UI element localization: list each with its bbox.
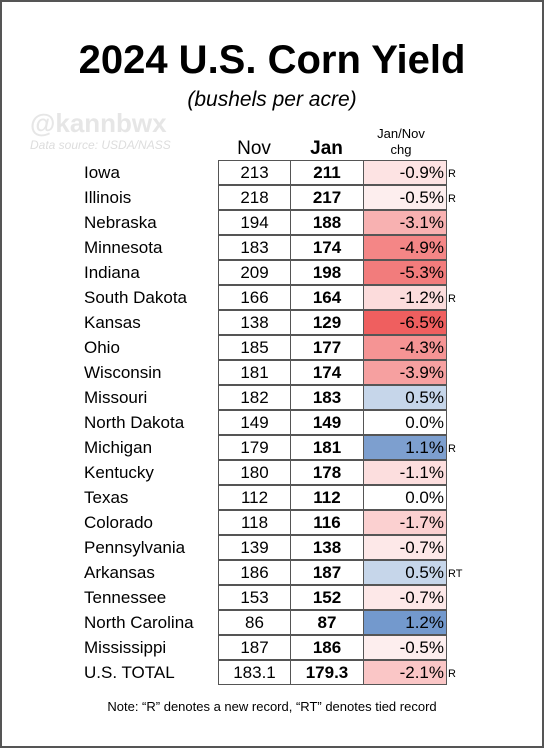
nov-cell: 86 <box>218 610 291 635</box>
chg-cell: -6.5% <box>363 310 447 335</box>
chg-cell: -4.3% <box>363 335 447 360</box>
state-label: Arkansas <box>84 563 155 582</box>
chg-cell: 0.0% <box>363 485 447 510</box>
state-label: Mississippi <box>84 638 167 657</box>
jan-cell: 152 <box>290 585 364 610</box>
jan-cell: 116 <box>290 510 364 535</box>
subtitle: (bushels per acre) <box>187 88 357 111</box>
chg-cell: -5.3% <box>363 260 447 285</box>
nov-cell: 181 <box>218 360 291 385</box>
nov-cell: 185 <box>218 335 291 360</box>
nov-cell: 118 <box>218 510 291 535</box>
note: Note: “R” denotes a new record, “RT” den… <box>107 699 437 714</box>
chg-cell: 1.1% <box>363 435 447 460</box>
jan-cell: 181 <box>290 435 364 460</box>
state-label: Tennessee <box>84 588 167 607</box>
state-label: Kentucky <box>84 463 154 482</box>
chg-cell: -0.7% <box>363 585 447 610</box>
state-label: Texas <box>84 488 129 507</box>
state-label: Missouri <box>84 388 148 407</box>
record-marker: R <box>448 443 456 455</box>
chg-cell: -3.9% <box>363 360 447 385</box>
state-label: Minnesota <box>84 238 163 257</box>
nov-cell: 209 <box>218 260 291 285</box>
nov-cell: 186 <box>218 560 291 585</box>
jan-cell: 178 <box>290 460 364 485</box>
nov-cell: 218 <box>218 185 291 210</box>
jan-cell: 174 <box>290 235 364 260</box>
state-label: North Dakota <box>84 413 185 432</box>
chg-cell: -1.2% <box>363 285 447 310</box>
jan-cell: 149 <box>290 410 364 435</box>
nov-cell: 153 <box>218 585 291 610</box>
jan-cell: 211 <box>290 160 364 185</box>
record-marker: R <box>448 193 456 205</box>
jan-cell: 187 <box>290 560 364 585</box>
chg-cell: -0.7% <box>363 535 447 560</box>
state-label: Kansas <box>84 313 141 332</box>
jan-cell: 129 <box>290 310 364 335</box>
nov-cell: 179 <box>218 435 291 460</box>
nov-cell: 180 <box>218 460 291 485</box>
chg-cell: -0.5% <box>363 635 447 660</box>
header: Jan <box>310 138 343 159</box>
state-label: Michigan <box>84 438 153 457</box>
jan-cell: 183 <box>290 385 364 410</box>
jan-cell: 87 <box>290 610 364 635</box>
record-marker: R <box>448 668 456 680</box>
nov-cell: 182 <box>218 385 291 410</box>
title: 2024 U.S. Corn Yield <box>78 38 466 82</box>
state-label: South Dakota <box>84 288 188 307</box>
chg-cell: 0.5% <box>363 560 447 585</box>
nov-cell: 138 <box>218 310 291 335</box>
chg-cell: 1.2% <box>363 610 447 635</box>
state-label: Illinois <box>84 188 132 207</box>
jan-cell: 198 <box>290 260 364 285</box>
header: Jan/Nov chg <box>377 126 425 157</box>
chg-cell: -0.9% <box>363 160 447 185</box>
jan-cell: 179.3 <box>290 660 364 685</box>
record-marker: RT <box>448 568 463 580</box>
state-label: Indiana <box>84 263 140 282</box>
state-label: North Carolina <box>84 613 194 632</box>
chg-cell: -4.9% <box>363 235 447 260</box>
chg-cell: -1.1% <box>363 460 447 485</box>
header: Nov <box>237 138 271 159</box>
nov-cell: 187 <box>218 635 291 660</box>
state-label: Pennsylvania <box>84 538 186 557</box>
state-label: U.S. TOTAL <box>84 663 175 682</box>
record-marker: R <box>448 168 456 180</box>
state-label: Iowa <box>84 163 120 182</box>
nov-cell: 194 <box>218 210 291 235</box>
nov-cell: 112 <box>218 485 291 510</box>
nov-cell: 183 <box>218 235 291 260</box>
jan-cell: 186 <box>290 635 364 660</box>
jan-cell: 138 <box>290 535 364 560</box>
jan-cell: 164 <box>290 285 364 310</box>
state-label: Ohio <box>84 338 120 357</box>
chg-cell: -1.7% <box>363 510 447 535</box>
nov-cell: 139 <box>218 535 291 560</box>
chg-cell: -0.5% <box>363 185 447 210</box>
jan-cell: 188 <box>290 210 364 235</box>
chg-cell: 0.0% <box>363 410 447 435</box>
nov-cell: 166 <box>218 285 291 310</box>
nov-cell: 183.1 <box>218 660 291 685</box>
chg-cell: -3.1% <box>363 210 447 235</box>
jan-cell: 177 <box>290 335 364 360</box>
chg-cell: -2.1% <box>363 660 447 685</box>
state-label: Colorado <box>84 513 153 532</box>
watermark: @kannbwx <box>30 108 167 138</box>
jan-cell: 217 <box>290 185 364 210</box>
state-label: Nebraska <box>84 213 157 232</box>
source: Data source: USDA/NASS <box>30 138 171 152</box>
jan-cell: 112 <box>290 485 364 510</box>
jan-cell: 174 <box>290 360 364 385</box>
state-label: Wisconsin <box>84 363 162 382</box>
record-marker: R <box>448 293 456 305</box>
nov-cell: 149 <box>218 410 291 435</box>
nov-cell: 213 <box>218 160 291 185</box>
chg-cell: 0.5% <box>363 385 447 410</box>
